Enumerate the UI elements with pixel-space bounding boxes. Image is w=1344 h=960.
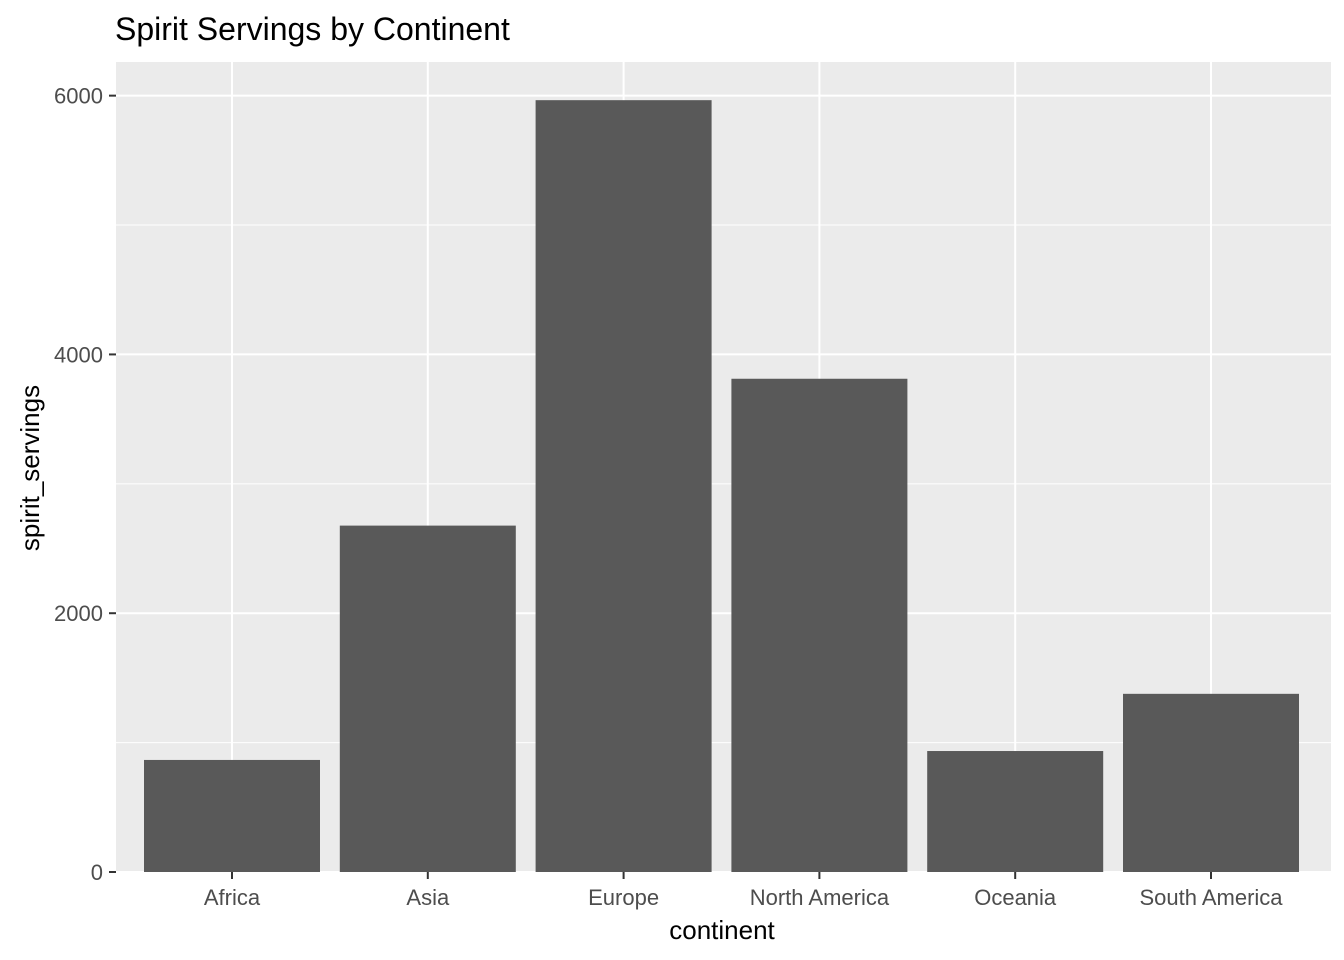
x-axis-title: continent xyxy=(669,915,775,945)
x-tick-label: North America xyxy=(750,885,890,910)
x-tick-label: Europe xyxy=(588,885,659,910)
chart-title: Spirit Servings by Continent xyxy=(115,11,510,47)
y-tick-label: 0 xyxy=(91,860,103,885)
y-tick-label: 6000 xyxy=(54,84,103,109)
x-tick-label: Asia xyxy=(406,885,450,910)
y-axis-title: spirit_servings xyxy=(15,385,45,551)
bar-north-america xyxy=(731,378,908,872)
y-axis: 0 2000 4000 6000 xyxy=(54,84,116,885)
x-tick-label: Oceania xyxy=(974,885,1057,910)
bars xyxy=(144,100,1299,873)
y-tick-label: 2000 xyxy=(54,601,103,626)
bar-europe xyxy=(535,100,712,873)
y-tick-label: 4000 xyxy=(54,342,103,367)
x-tick-label: Africa xyxy=(204,885,261,910)
bar-asia xyxy=(339,525,516,872)
bar-south-america xyxy=(1123,693,1299,872)
x-axis: Africa Asia Europe North America Oceania Sout… xyxy=(204,872,1283,910)
x-tick-label: South America xyxy=(1139,885,1283,910)
bar-oceania xyxy=(927,751,1104,872)
bar-africa xyxy=(144,759,320,872)
